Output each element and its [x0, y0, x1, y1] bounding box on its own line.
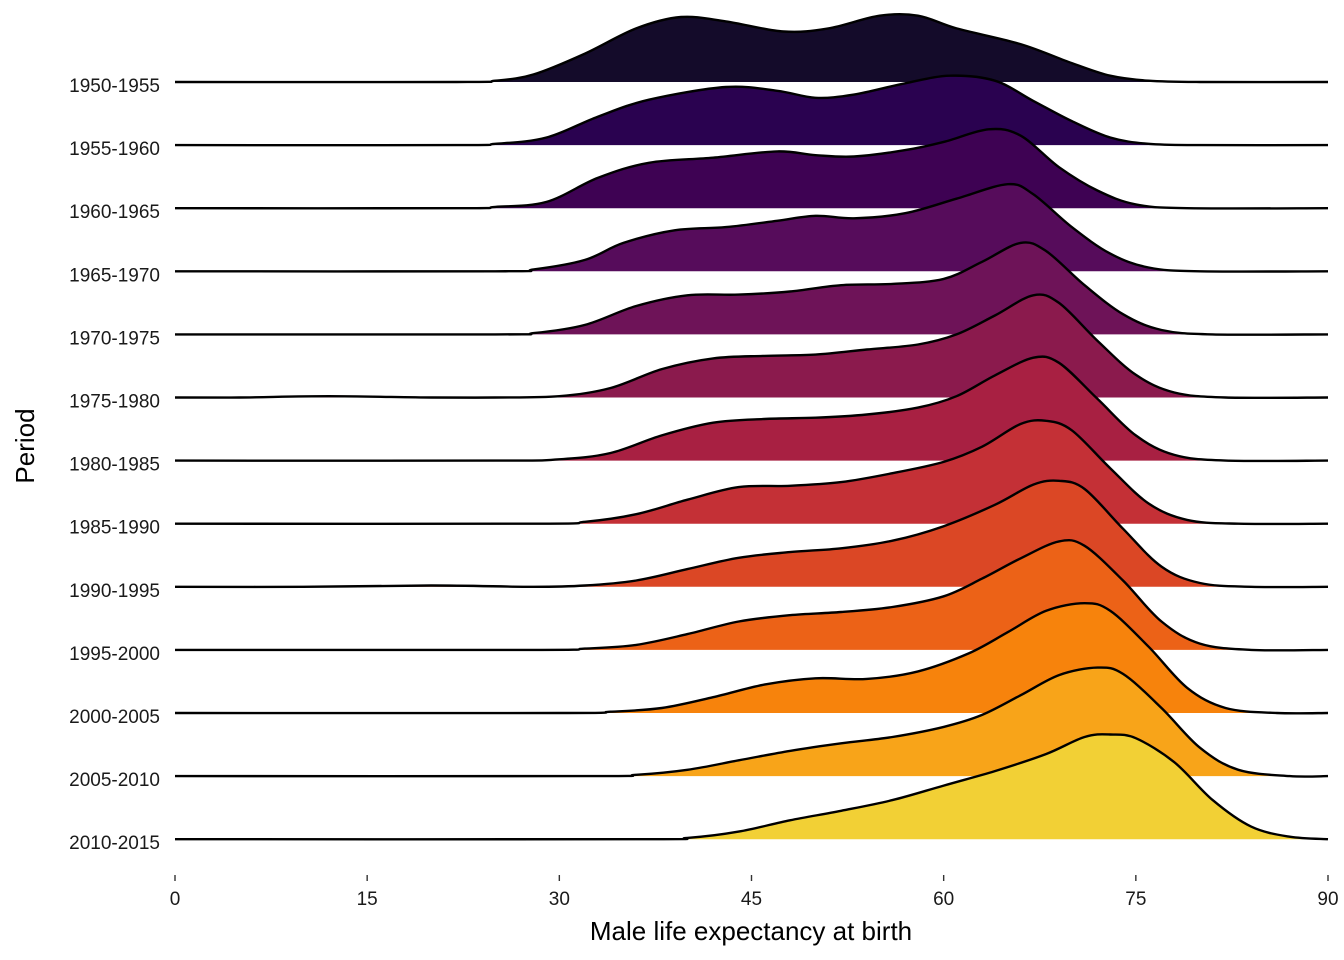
- x-axis: 0 15 30 45 60 75 90: [170, 875, 1339, 910]
- y-axis-title: Period: [10, 408, 40, 483]
- ridge-outline: [174, 355, 1329, 463]
- y-tick-label: 1975-1980: [69, 392, 160, 413]
- x-axis-title: Male life expectancy at birth: [590, 916, 912, 946]
- y-tick-label: 2000-2005: [69, 707, 160, 728]
- ridge-1955-1960: [174, 74, 1329, 147]
- ridge-2010-2015: [174, 733, 1329, 841]
- y-tick-label: 1970-1975: [69, 328, 160, 349]
- ridge-outline: [174, 293, 1329, 400]
- y-tick-label: 1960-1965: [69, 202, 160, 223]
- ridge-outline: [174, 666, 1329, 778]
- ridge-outline: [174, 479, 1329, 589]
- x-tick-label: 30: [549, 889, 570, 910]
- ridge-outline: [174, 538, 1329, 652]
- ridge-outline: [174, 127, 1329, 210]
- y-tick-label: 1995-2000: [69, 644, 160, 665]
- y-tick-label: 1980-1985: [69, 455, 160, 476]
- ridge-outline: [174, 419, 1329, 526]
- x-tick-label: 60: [933, 889, 954, 910]
- y-tick-label: 1965-1970: [69, 265, 160, 286]
- ridge-area: [175, 667, 1328, 777]
- y-tick-label: 1990-1995: [69, 581, 160, 602]
- ridge-outline: [174, 241, 1329, 336]
- ridge-outline: [174, 74, 1329, 147]
- ridge-area: [175, 128, 1328, 209]
- ridge-outline: [174, 733, 1329, 841]
- x-tick-label: 15: [357, 889, 378, 910]
- ridge-1950-1955: [174, 12, 1329, 84]
- y-axis-tick-labels: 1950-1955 1955-1960 1960-1965 1965-1970 1970…: [69, 76, 160, 854]
- x-tick-label: 0: [170, 889, 181, 910]
- ridges-layer: [174, 12, 1329, 841]
- x-tick-label: 90: [1317, 889, 1338, 910]
- ridge-area: [175, 14, 1328, 83]
- y-tick-label: 1950-1955: [69, 76, 160, 97]
- y-tick-label: 1985-1990: [69, 518, 160, 539]
- x-tick-label: 75: [1125, 889, 1146, 910]
- ridge-2005-2010: [174, 666, 1329, 778]
- ridge-outline: [174, 602, 1329, 715]
- y-tick-label: 2010-2015: [69, 833, 160, 854]
- ridge-outline: [174, 182, 1329, 273]
- ridge-1960-1965: [174, 127, 1329, 210]
- ridge-area: [175, 734, 1328, 840]
- x-tick-label: 45: [741, 889, 762, 910]
- y-tick-label: 1955-1960: [69, 139, 160, 160]
- ridge-area: [175, 75, 1328, 146]
- y-tick-label: 2005-2010: [69, 770, 160, 791]
- ridge-outline: [174, 12, 1329, 84]
